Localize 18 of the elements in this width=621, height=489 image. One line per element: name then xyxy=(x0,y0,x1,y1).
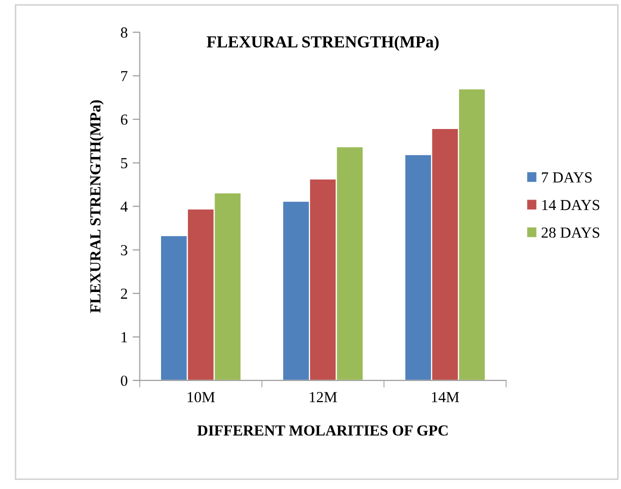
y-tick-label: 3 xyxy=(121,245,128,256)
y-tick-label: 2 xyxy=(120,288,128,299)
y-tick-label: 1 xyxy=(122,332,128,342)
y-tick-label: 6 xyxy=(120,114,128,125)
legend-label: 28 DAYS xyxy=(542,227,600,238)
y-axis-title: FLEXURAL STRENGTH(MPa) xyxy=(90,100,104,313)
y-tick-label: 0 xyxy=(120,376,128,386)
y-tick-label: 4 xyxy=(120,202,128,212)
legend-label: 7 DAYS xyxy=(542,172,592,183)
x-tick-label: 14M xyxy=(432,392,460,402)
legend-label: 14 DAYS xyxy=(542,200,600,210)
y-tick-label: 5 xyxy=(121,158,128,168)
x-tick-label: 10M xyxy=(188,392,215,402)
chart-title: FLEXURAL STRENGTH(MPa) xyxy=(206,36,439,51)
x-axis-title: DIFFERENT MOLARITIES OF GPC xyxy=(197,425,448,436)
y-tick-label: 7 xyxy=(121,71,128,82)
x-tick-label: 12M xyxy=(310,392,337,402)
y-tick-label: 8 xyxy=(120,27,128,38)
